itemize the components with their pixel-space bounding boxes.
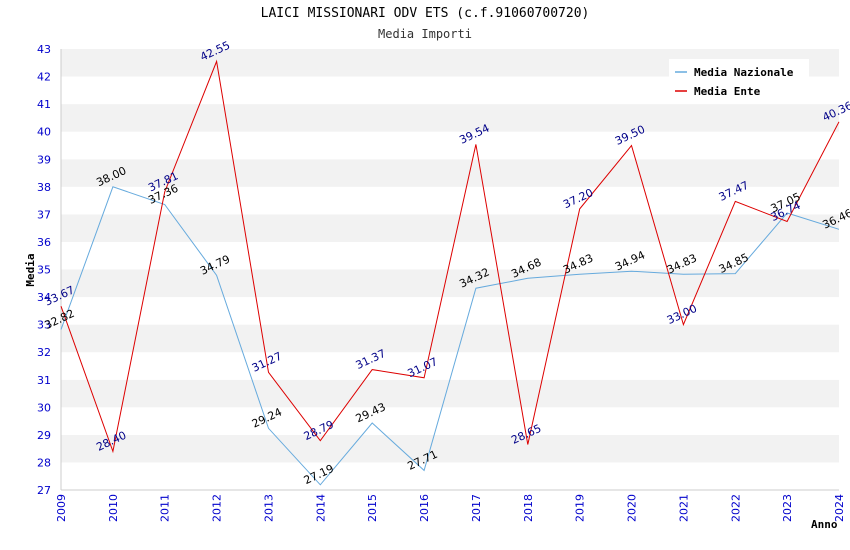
grid-band — [61, 159, 839, 187]
x-tick-label: 2009 — [55, 494, 68, 522]
y-tick-label: 37 — [37, 208, 51, 221]
y-tick-label: 38 — [37, 181, 51, 194]
x-tick-label: 2018 — [522, 494, 535, 522]
x-tick-label: 2013 — [262, 494, 275, 522]
x-tick-label: 2021 — [677, 494, 690, 522]
series-line-media-ente — [60, 59, 840, 454]
x-tick-label: 2024 — [833, 494, 846, 522]
y-tick-label: 40 — [37, 126, 51, 139]
grid-band — [61, 241, 839, 270]
grid-band — [61, 104, 839, 132]
x-tick-label: 2022 — [729, 494, 742, 522]
y-tick-label: 30 — [37, 401, 51, 414]
y-tick-labels: 27 28 29 30 31 32 33 34 35 36 37 38 39 40 41 42 43 — [37, 43, 51, 497]
series-line-media-nazionale — [60, 186, 840, 486]
y-tick-label: 34 — [37, 291, 51, 304]
x-tick-label: 2015 — [366, 494, 379, 522]
x-tick-label: 2023 — [781, 494, 794, 522]
y-tick-label: 32 — [37, 346, 51, 359]
y-tick-label: 36 — [37, 236, 51, 249]
grid-band — [61, 462, 839, 490]
legend-entry-media-ente: Media Ente — [694, 85, 761, 98]
y-axis-label: Media — [24, 253, 37, 286]
x-tick-label: 2012 — [211, 494, 224, 522]
x-tick-label: 2011 — [159, 494, 172, 522]
y-tick-label: 29 — [37, 429, 51, 442]
y-tick-label: 42 — [37, 71, 51, 84]
x-tick-label: 2010 — [107, 494, 120, 522]
axes — [60, 49, 839, 491]
x-tick-labels: 2009 2010 2011 2012 2013 2014 2015 2016 2017 2018… — [55, 494, 846, 522]
y-tick-label: 28 — [37, 456, 51, 469]
y-tick-label: 43 — [37, 43, 51, 56]
legend-background — [669, 59, 809, 101]
grid-band — [61, 379, 839, 408]
chart-title: LAICI MISSIONARI ODV ETS (c.f.9106070072… — [260, 6, 590, 21]
series-lines — [60, 59, 840, 486]
x-tick-label: 2014 — [314, 494, 327, 522]
chart-subtitle: Media Importi — [378, 27, 472, 41]
x-tick-label: 2019 — [574, 494, 587, 522]
grid-band — [61, 297, 839, 325]
grid-bands — [61, 49, 839, 490]
grid-band — [61, 214, 839, 242]
y-tick-label: 27 — [37, 484, 51, 497]
grid-band — [61, 407, 839, 435]
x-axis-label: Anno — [811, 518, 838, 531]
grid-band — [61, 352, 839, 380]
x-tick-label: 2017 — [470, 494, 483, 522]
grid-band — [61, 434, 839, 463]
y-tick-label: 39 — [37, 153, 51, 166]
y-tick-label: 35 — [37, 264, 51, 277]
legend: Media Nazionale Media Ente — [669, 59, 809, 101]
grid-band — [61, 324, 839, 353]
x-tick-label: 2016 — [418, 494, 431, 522]
grid-band — [61, 131, 839, 160]
x-tick-label: 2020 — [626, 494, 639, 522]
y-tick-label: 31 — [37, 374, 51, 387]
grid-band — [61, 186, 839, 215]
y-tick-label: 33 — [37, 319, 51, 332]
y-tick-label: 41 — [37, 98, 51, 111]
legend-entry-media-nazionale: Media Nazionale — [694, 66, 794, 79]
